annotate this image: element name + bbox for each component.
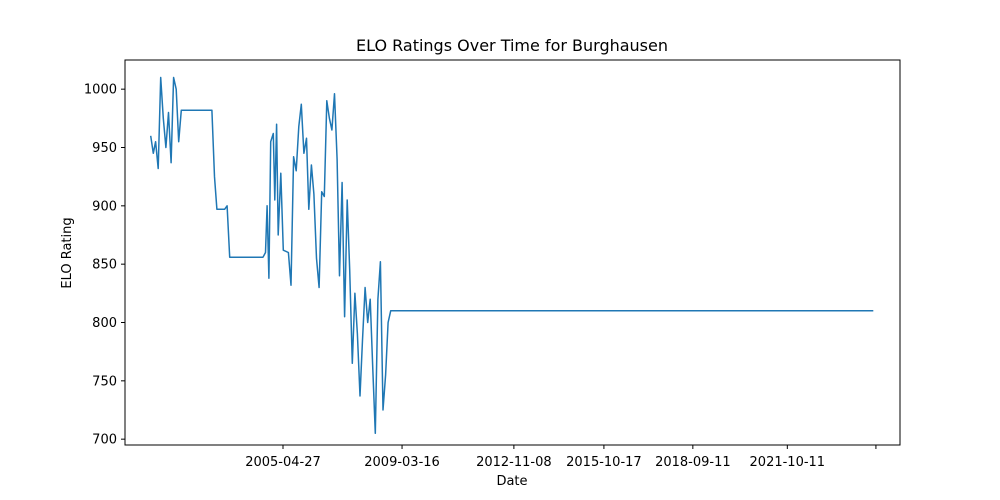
y-axis-label: ELO Rating: [60, 217, 75, 288]
y-tick-label: 900: [92, 199, 117, 214]
plot-frame: [124, 59, 901, 446]
x-tick-label: 2021-10-11: [750, 455, 826, 470]
x-tick-label: 2005-04-27: [245, 455, 321, 470]
y-tick-label: 750: [92, 374, 117, 389]
x-axis-label: Date: [496, 474, 527, 489]
y-tick-label: 1000: [84, 83, 117, 98]
chart-title: ELO Ratings Over Time for Burghausen: [356, 36, 668, 55]
y-axis: 700 750 800 850 900 950 1000: [84, 83, 125, 448]
x-tick-label: 2018-09-11: [655, 455, 731, 470]
x-tick-label: 2015-10-17: [566, 455, 642, 470]
x-tick-label: 2012-11-08: [476, 455, 552, 470]
y-tick-label: 700: [92, 433, 117, 448]
y-tick-label: 950: [92, 141, 117, 156]
series-line: [149, 76, 874, 435]
x-tick-label: 2009-03-16: [364, 455, 440, 470]
x-axis: 2005-04-27 2009-03-16 2012-11-08 2015-10-17…: [245, 445, 877, 470]
plot-content: [149, 76, 874, 435]
y-tick-label: 850: [92, 258, 117, 273]
y-tick-label: 800: [92, 316, 117, 331]
